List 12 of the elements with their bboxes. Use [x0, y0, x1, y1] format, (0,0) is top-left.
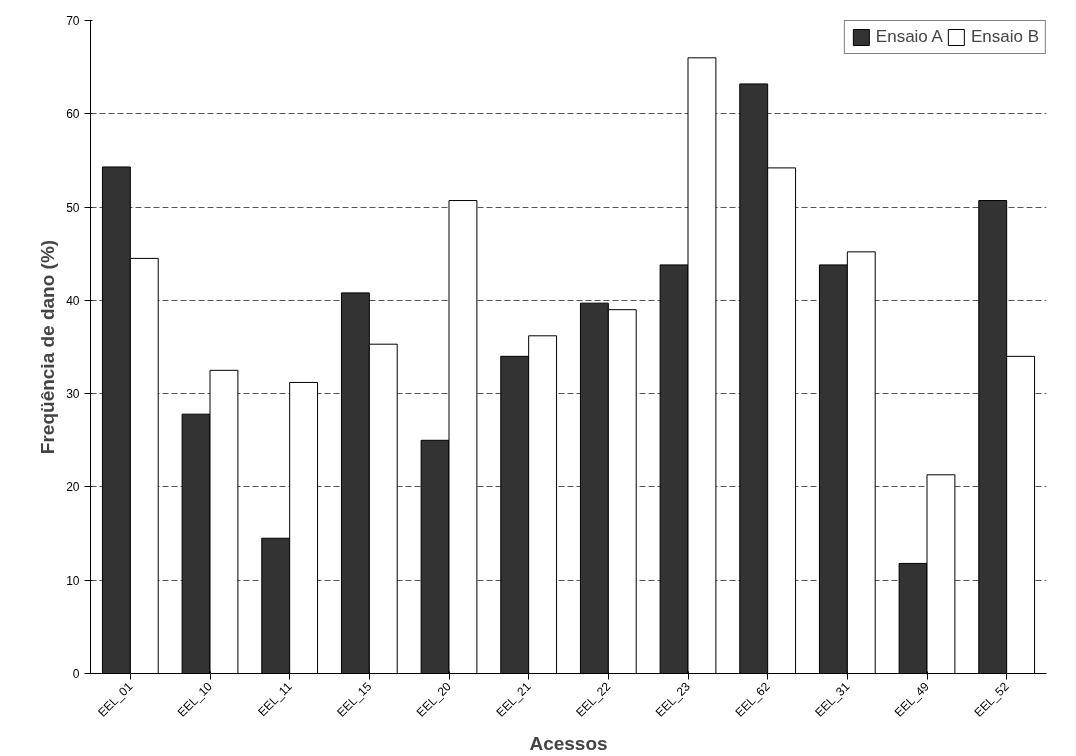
y-tick-label: 60 [66, 107, 80, 122]
y-tick-label: 50 [66, 200, 80, 215]
y-tick-label: 10 [66, 573, 80, 588]
y-tick-label: 40 [66, 293, 80, 308]
y-tick-label: 70 [66, 14, 80, 28]
legend-label: Ensaio A [875, 27, 943, 47]
legend-label: Ensaio B [970, 27, 1039, 47]
y-tick-label: 0 [72, 667, 80, 681]
x-axis-title: Acessos [529, 732, 608, 754]
y-tick-label: 20 [66, 480, 80, 495]
y-tick-label: 30 [66, 387, 80, 402]
y-axis-title: Freqüência de dano (%) [37, 239, 59, 455]
